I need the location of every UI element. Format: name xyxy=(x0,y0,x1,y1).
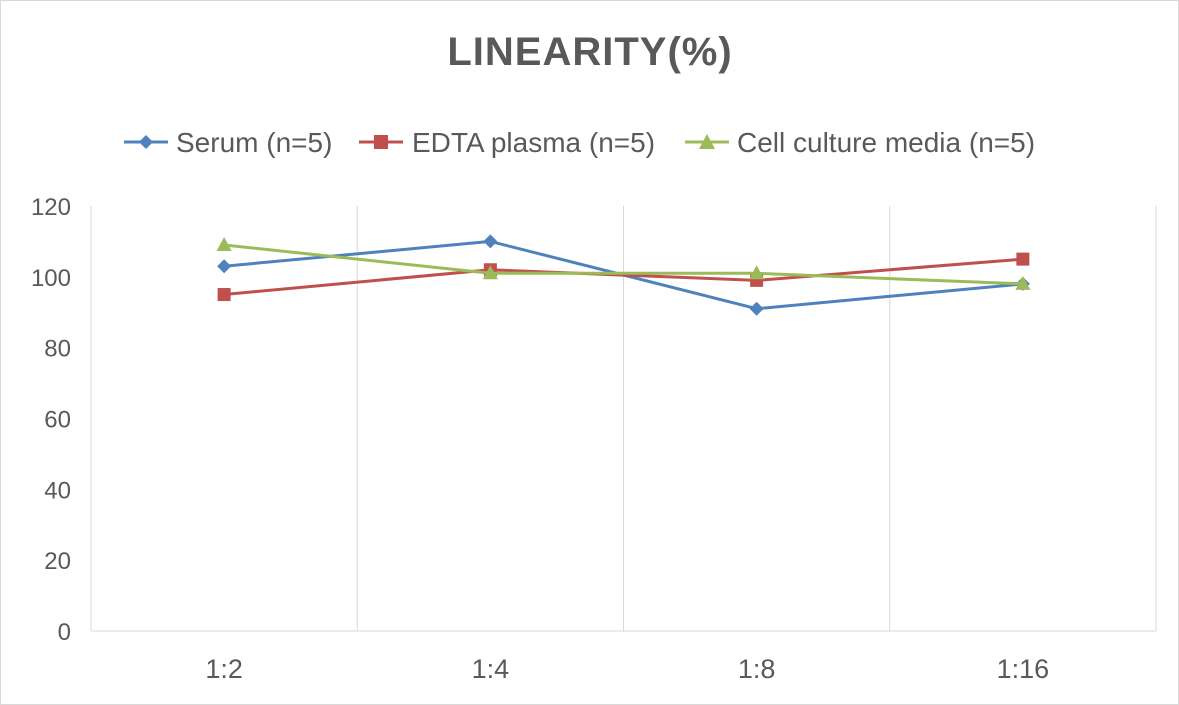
x-tick-label: 1:8 xyxy=(738,654,776,684)
legend-item-serum: Serum (n=5) xyxy=(124,127,332,158)
data-point xyxy=(749,265,765,280)
data-point xyxy=(483,234,498,249)
legend-item-cell-culture-media: Cell culture media (n=5) xyxy=(685,127,1035,158)
chart-title: LINEARITY(%) xyxy=(447,30,732,74)
series-line xyxy=(223,243,1023,286)
y-tick-label: 0 xyxy=(58,619,71,646)
data-point xyxy=(217,259,232,274)
x-tick-label: 1:4 xyxy=(472,654,510,684)
legend-marker-serum xyxy=(139,135,153,149)
x-tick-label: 1:2 xyxy=(205,654,243,684)
data-point xyxy=(749,301,764,316)
plot-area: 0 20 40 60 80 100 120 1:2 1:4 1:8 1:16 xyxy=(31,194,1157,684)
y-tick-label: 100 xyxy=(31,265,71,292)
y-tick-label: 60 xyxy=(44,407,71,434)
legend-marker-edta-plasma xyxy=(374,135,388,149)
legend: Serum (n=5) EDTA plasma (n=5) Cell cultu… xyxy=(124,127,1035,158)
y-tick-label: 20 xyxy=(44,548,71,575)
data-point xyxy=(1015,275,1031,290)
data-point xyxy=(217,288,231,302)
y-tick-label: 120 xyxy=(31,194,71,221)
series-line xyxy=(223,257,1023,297)
legend-label-cell-culture-media: Cell culture media (n=5) xyxy=(737,127,1035,158)
legend-item-edta-plasma: EDTA plasma (n=5) xyxy=(359,127,655,158)
legend-label-edta-plasma: EDTA plasma (n=5) xyxy=(412,127,655,158)
data-point xyxy=(216,236,232,251)
y-tick-label: 80 xyxy=(44,336,71,363)
data-point xyxy=(1016,252,1030,266)
legend-label-serum: Serum (n=5) xyxy=(176,127,332,158)
data-point xyxy=(482,265,498,280)
y-tick-label: 40 xyxy=(44,477,71,504)
legend-marker-cell-culture-media xyxy=(699,134,715,149)
x-tick-label: 1:16 xyxy=(997,654,1050,684)
